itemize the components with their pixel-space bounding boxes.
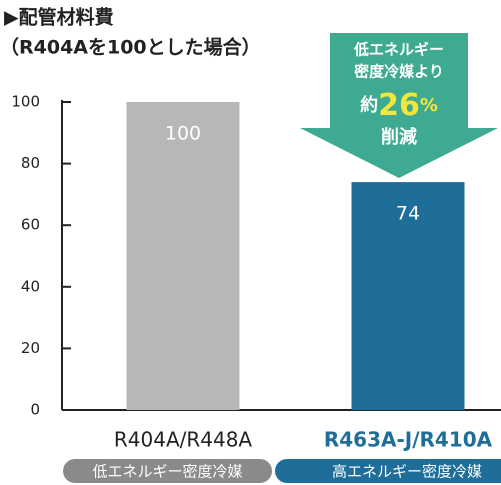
annotation-number: 26 bbox=[378, 88, 420, 123]
y-tick-label: 80 bbox=[21, 154, 40, 172]
value-label: 74 bbox=[396, 203, 420, 225]
value-label: 100 bbox=[165, 123, 201, 145]
sublabel-pill bbox=[63, 459, 272, 483]
sublabel: 高エネルギー密度冷媒 bbox=[332, 463, 482, 481]
x-tick-label: R404A/R448A bbox=[114, 428, 253, 452]
annotation-suffix: 削減 bbox=[381, 126, 417, 148]
annotation-line: 密度冷媒より bbox=[354, 63, 444, 81]
annotation-prefix: 約 bbox=[360, 94, 378, 116]
bar bbox=[351, 182, 465, 410]
y-tick-label: 60 bbox=[21, 216, 40, 234]
y-tick-label: 0 bbox=[30, 401, 40, 419]
chart-subtitle: （R404Aを100とした場合） bbox=[0, 36, 261, 59]
chart-title: ▶配管材料費 bbox=[4, 6, 114, 29]
y-tick-label: 100 bbox=[11, 93, 40, 111]
y-tick-label: 20 bbox=[21, 339, 40, 357]
y-tick-label: 40 bbox=[21, 277, 40, 295]
annotation-arrow bbox=[300, 33, 498, 178]
sublabel-pill bbox=[275, 459, 501, 483]
x-tick-label: R463A-J/R410A bbox=[324, 428, 493, 452]
bar bbox=[126, 102, 240, 410]
annotation-figure: 約26% bbox=[360, 88, 438, 123]
annotation-line: 低エネルギー bbox=[353, 41, 444, 59]
sublabel: 低エネルギー密度冷媒 bbox=[92, 463, 242, 481]
annotation-unit: % bbox=[420, 95, 438, 116]
